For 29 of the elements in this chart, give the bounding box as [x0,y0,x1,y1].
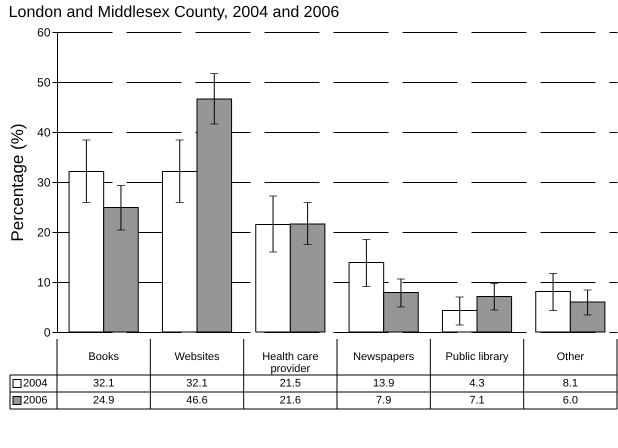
y-tick-label: 30 [37,176,51,190]
y-tick-label: 10 [37,276,51,290]
x-tick-label: Newspapers [353,351,415,363]
data-label: 4.3 [469,378,485,390]
x-tick-label: Books [88,351,120,363]
y-tick-label: 50 [37,76,51,90]
legend-label: 2004 [23,378,48,390]
data-label: 13.9 [372,378,394,390]
legend-label: 2006 [23,394,48,406]
data-label: 32.1 [92,378,114,390]
data-label: 7.9 [376,394,392,406]
data-label: 7.1 [469,394,485,406]
data-label: 21.5 [280,378,302,390]
y-tick-label: 20 [37,226,51,240]
y-tick-label: 60 [37,26,51,40]
x-tick-label: Other [556,351,584,363]
y-tick-label: 40 [37,126,51,140]
chart-title: London and Middlesex County, 2004 and 2006 [8,4,340,21]
data-label: 8.1 [562,378,578,390]
data-label: 46.6 [186,394,208,406]
y-axis-title: Percentage (%) [8,123,28,242]
data-label: 32.1 [186,378,208,390]
x-tick-label: Websites [174,351,220,363]
data-label: 21.6 [280,394,302,406]
y-tick-label: 0 [44,326,51,340]
data-label: 6.0 [562,394,578,406]
x-tick-label: Health care provider [262,351,318,375]
data-label: 24.9 [92,394,114,406]
x-tick-label: Public library [446,351,509,363]
